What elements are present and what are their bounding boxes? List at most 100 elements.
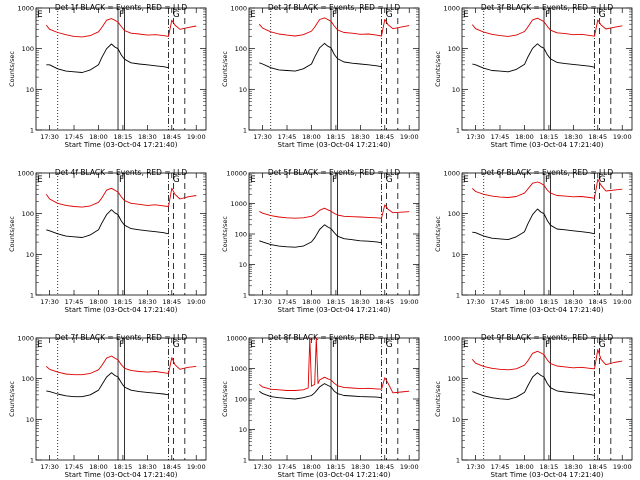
y-tick-label: 100	[448, 45, 460, 53]
x-axis-label: Start Time (03-Oct-04 17:21:40)	[278, 306, 391, 314]
x-tick-label: 18:30	[138, 463, 157, 471]
x-tick-label: 17:30	[466, 133, 485, 141]
x-tick-label: 18:30	[564, 298, 583, 306]
x-tick-label: 18:00	[302, 298, 321, 306]
x-tick-label: 17:45	[278, 298, 297, 306]
marker-E: E	[37, 340, 43, 350]
y-tick-label: 10	[452, 251, 460, 259]
panel-title: Det 7f BLACK = Events, RED = LLD	[55, 333, 188, 342]
y-axis-label: Counts/sec	[434, 216, 442, 252]
panel-title: Det 3f BLACK = Events, RED = LLD	[481, 3, 614, 12]
y-tick-label: 1	[456, 127, 460, 135]
x-tick-label: 18:15	[540, 298, 559, 306]
x-tick-label: 18:30	[138, 298, 157, 306]
panel-title: Det 1f BLACK = Events, RED = LLD	[55, 3, 188, 12]
x-tick-label: 18:45	[588, 133, 607, 141]
x-tick-label: 18:00	[302, 463, 321, 471]
marker-F: F	[332, 10, 337, 20]
marker-G: G	[599, 175, 606, 185]
x-tick-label: 18:45	[162, 298, 181, 306]
panel-det-6: Det 6f BLACK = Events, RED = LLD 1 10 100 10…	[434, 168, 633, 314]
x-tick-label: 18:00	[515, 133, 534, 141]
panel-det-8: Det 8f BLACK = Events, RED = LLD 1 10 100 10…	[221, 333, 420, 479]
y-tick-label: 100	[235, 45, 247, 53]
series-red-line	[471, 17, 623, 37]
marker-F: F	[545, 340, 550, 350]
y-tick-label: 10	[452, 86, 460, 94]
x-tick-label: 18:30	[351, 463, 370, 471]
x-tick-label: 17:30	[466, 298, 485, 306]
x-tick-label: 17:30	[40, 298, 59, 306]
panel-det-9: Det 9f BLACK = Events, RED = LLD 1 10 100 10…	[434, 333, 633, 479]
y-axis-label: Counts/sec	[8, 216, 16, 252]
x-tick-label: 17:45	[491, 133, 510, 141]
panel-title: Det 6f BLACK = Events, RED = LLD	[481, 168, 614, 177]
y-tick-label: 100	[22, 375, 34, 383]
panel-title: Det 9f BLACK = Events, RED = LLD	[481, 333, 614, 342]
x-tick-label: 18:00	[302, 133, 321, 141]
y-tick-label: 1	[243, 457, 247, 465]
y-tick-label: 10	[239, 261, 247, 269]
y-tick-label: 1	[30, 457, 34, 465]
x-tick-label: 18:45	[162, 463, 181, 471]
x-tick-label: 19:00	[613, 133, 632, 141]
series-black-line	[472, 208, 595, 241]
y-axis-label: Counts/sec	[221, 216, 229, 252]
y-tick-label: 10	[239, 86, 247, 94]
x-tick-label: 17:45	[65, 133, 84, 141]
y-tick-label: 1000	[443, 170, 460, 178]
x-tick-label: 17:30	[253, 133, 272, 141]
y-axis-label: Counts/sec	[221, 381, 229, 417]
y-tick-label: 10000	[226, 170, 247, 178]
marker-G: G	[599, 10, 606, 20]
x-tick-label: 19:00	[187, 133, 206, 141]
x-axis-label: Start Time (03-Oct-04 17:21:40)	[65, 306, 178, 314]
y-tick-label: 1	[243, 127, 247, 135]
x-tick-label: 18:45	[375, 298, 394, 306]
series-red-line	[258, 17, 410, 37]
panel-det-2: Det 2f BLACK = Events, RED = LLD 1 10 100 10…	[221, 3, 420, 149]
marker-G: G	[386, 340, 393, 350]
x-tick-label: 18:15	[114, 298, 133, 306]
x-tick-label: 18:00	[515, 298, 534, 306]
marker-G: G	[386, 10, 393, 20]
y-tick-label: 1	[30, 127, 34, 135]
y-tick-label: 100	[235, 231, 247, 239]
panel-det-7: Det 7f BLACK = Events, RED = LLD 1 10 100 10…	[8, 333, 207, 479]
y-axis-label: Counts/sec	[434, 381, 442, 417]
marker-E: E	[37, 175, 43, 185]
x-tick-label: 18:45	[162, 133, 181, 141]
y-tick-label: 10	[26, 86, 34, 94]
y-tick-label: 10	[26, 251, 34, 259]
x-tick-label: 18:15	[327, 463, 346, 471]
x-tick-label: 18:45	[588, 298, 607, 306]
panel-title: Det 5f BLACK = Events, RED = LLD	[268, 168, 401, 177]
series-red-line	[46, 355, 197, 376]
marker-E: E	[463, 340, 469, 350]
panel-det-3: Det 3f BLACK = Events, RED = LLD 1 10 100 10…	[434, 3, 633, 149]
panel-title: Det 2f BLACK = Events, RED = LLD	[268, 3, 401, 12]
x-axis-label: Start Time (03-Oct-04 17:21:40)	[65, 141, 178, 149]
y-tick-label: 1	[243, 292, 247, 300]
x-tick-label: 18:30	[351, 298, 370, 306]
x-tick-label: 18:30	[351, 133, 370, 141]
x-tick-label: 19:00	[613, 463, 632, 471]
plot-frame	[248, 337, 420, 461]
y-tick-label: 10	[239, 426, 247, 434]
x-axis-label: Start Time (03-Oct-04 17:21:40)	[491, 141, 604, 149]
series-black-line	[46, 372, 169, 398]
marker-G: G	[599, 340, 606, 350]
x-axis-label: Start Time (03-Oct-04 17:21:40)	[278, 141, 391, 149]
plot-frame	[461, 7, 633, 131]
x-tick-label: 18:45	[375, 133, 394, 141]
series-red-line	[471, 349, 623, 371]
plot-frame	[461, 172, 633, 296]
marker-E: E	[463, 10, 469, 20]
x-tick-label: 17:45	[278, 133, 297, 141]
series-black-line	[472, 43, 595, 73]
series-red-line	[45, 18, 197, 38]
x-tick-label: 18:15	[540, 133, 559, 141]
x-tick-label: 18:00	[89, 133, 108, 141]
y-tick-label: 1	[456, 457, 460, 465]
